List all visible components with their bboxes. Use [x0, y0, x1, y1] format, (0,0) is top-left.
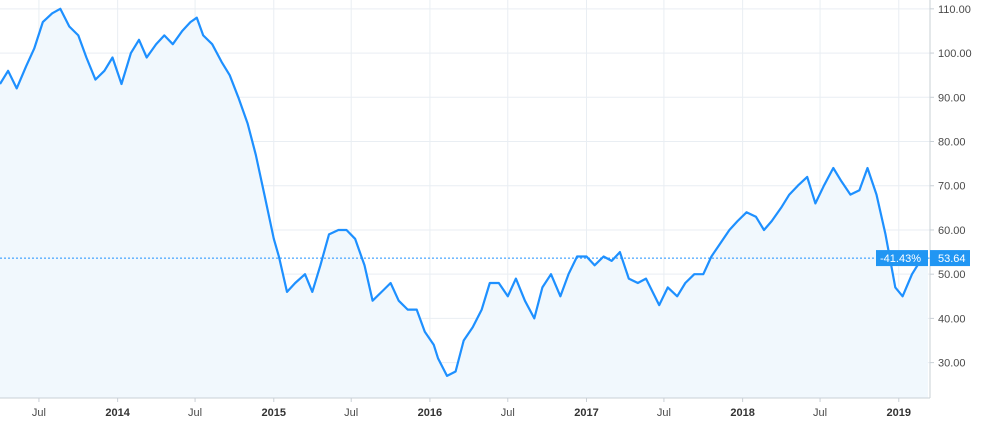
y-tick-label: 40.00	[938, 313, 966, 325]
y-tick-label: 110.00	[938, 4, 971, 16]
y-tick-label: 60.00	[938, 225, 966, 237]
y-tick-label: 80.00	[938, 137, 966, 149]
x-tick-label: Jul	[188, 407, 202, 419]
last-value-badge-background	[930, 250, 970, 267]
y-tick-label: 100.00	[938, 48, 972, 60]
y-tick-label: 50.00	[938, 269, 966, 281]
y-tick-label: 30.00	[938, 358, 966, 370]
last-value-label: 53.64	[938, 253, 966, 265]
y-tick-label: 70.00	[938, 181, 966, 193]
x-tick-label: 2014	[105, 407, 130, 419]
change-label: -41.43%	[880, 253, 921, 265]
y-axis-ticks: 30.00 40.00 50.00 60.00 70.00 80.00 90.00 100.0…	[930, 4, 972, 370]
x-tick-label: 2015	[262, 407, 286, 419]
x-axis-ticks: Jul 2014 Jul 2015 Jul 2016 Jul 2017 Jul 2018 Jul 20…	[32, 398, 911, 419]
series-line	[0, 7, 928, 377]
x-tick-label: Jul	[32, 407, 46, 419]
x-tick-label: 2016	[418, 407, 442, 419]
change-badge-background	[876, 250, 928, 267]
x-tick-label: Jul	[813, 407, 827, 419]
last-value-badge: -41.43% 53.64	[876, 250, 970, 267]
x-tick-label: 2017	[574, 407, 598, 419]
x-tick-label: Jul	[344, 407, 358, 419]
x-tick-label: Jul	[657, 407, 671, 419]
x-tick-label: Jul	[501, 407, 515, 419]
x-tick-label: 2019	[887, 407, 911, 419]
y-tick-label: 90.00	[938, 92, 966, 104]
price-area	[0, 8, 928, 399]
x-tick-label: 2018	[730, 407, 754, 419]
